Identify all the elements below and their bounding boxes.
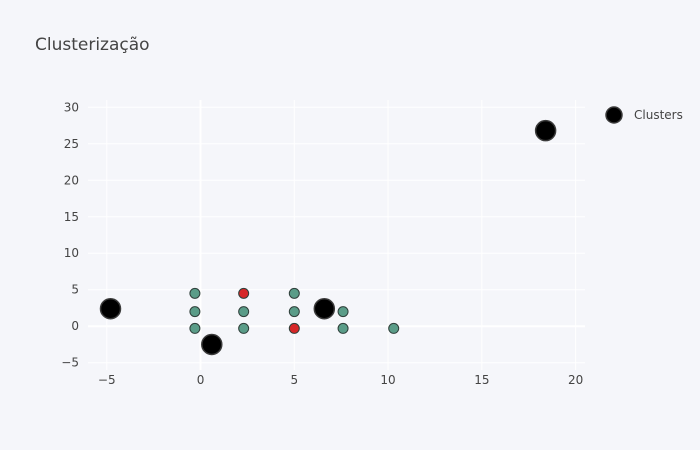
y-tick-label: 15 xyxy=(64,210,79,224)
grid xyxy=(88,100,585,370)
data-point[interactable] xyxy=(288,306,300,318)
data-point[interactable] xyxy=(238,287,250,299)
x-tick-label: 10 xyxy=(380,373,395,387)
chart-title: Clusterização xyxy=(35,35,150,55)
y-tick-label: 25 xyxy=(64,137,79,151)
y-tick-label: 20 xyxy=(64,173,79,187)
x-tick-label: 0 xyxy=(197,373,205,387)
y-tick-label: −5 xyxy=(61,356,79,370)
data-point[interactable] xyxy=(288,322,300,334)
data-point[interactable] xyxy=(337,306,349,318)
cluster-centroid-point[interactable] xyxy=(534,119,557,142)
x-tick-label: −5 xyxy=(98,373,116,387)
y-tick-label: 10 xyxy=(64,246,79,260)
x-tick-label: 5 xyxy=(290,373,298,387)
cluster-centroid-point[interactable] xyxy=(99,297,122,320)
cluster-centroid-point[interactable] xyxy=(313,297,336,320)
y-tick-label: 5 xyxy=(71,283,79,297)
data-point[interactable] xyxy=(388,322,400,334)
data-point[interactable] xyxy=(189,306,201,318)
legend-marker xyxy=(605,106,623,124)
data-point[interactable] xyxy=(337,322,349,334)
tick-labels: −5 0 5 10 15 20 −5 0 5 10 15 20 25 30 xyxy=(61,100,583,387)
data-point[interactable] xyxy=(189,287,201,299)
data-point[interactable] xyxy=(288,287,300,299)
plot-area xyxy=(99,119,557,356)
legend: Clusters xyxy=(605,106,683,124)
data-point[interactable] xyxy=(238,306,250,318)
x-tick-label: 20 xyxy=(568,373,583,387)
legend-label[interactable]: Clusters xyxy=(634,108,683,122)
x-tick-label: 15 xyxy=(474,373,489,387)
data-point[interactable] xyxy=(238,322,250,334)
cluster-centroid-point[interactable] xyxy=(201,333,223,356)
y-tick-label: 0 xyxy=(71,319,79,333)
y-tick-label: 30 xyxy=(64,100,79,114)
data-point[interactable] xyxy=(189,322,201,334)
